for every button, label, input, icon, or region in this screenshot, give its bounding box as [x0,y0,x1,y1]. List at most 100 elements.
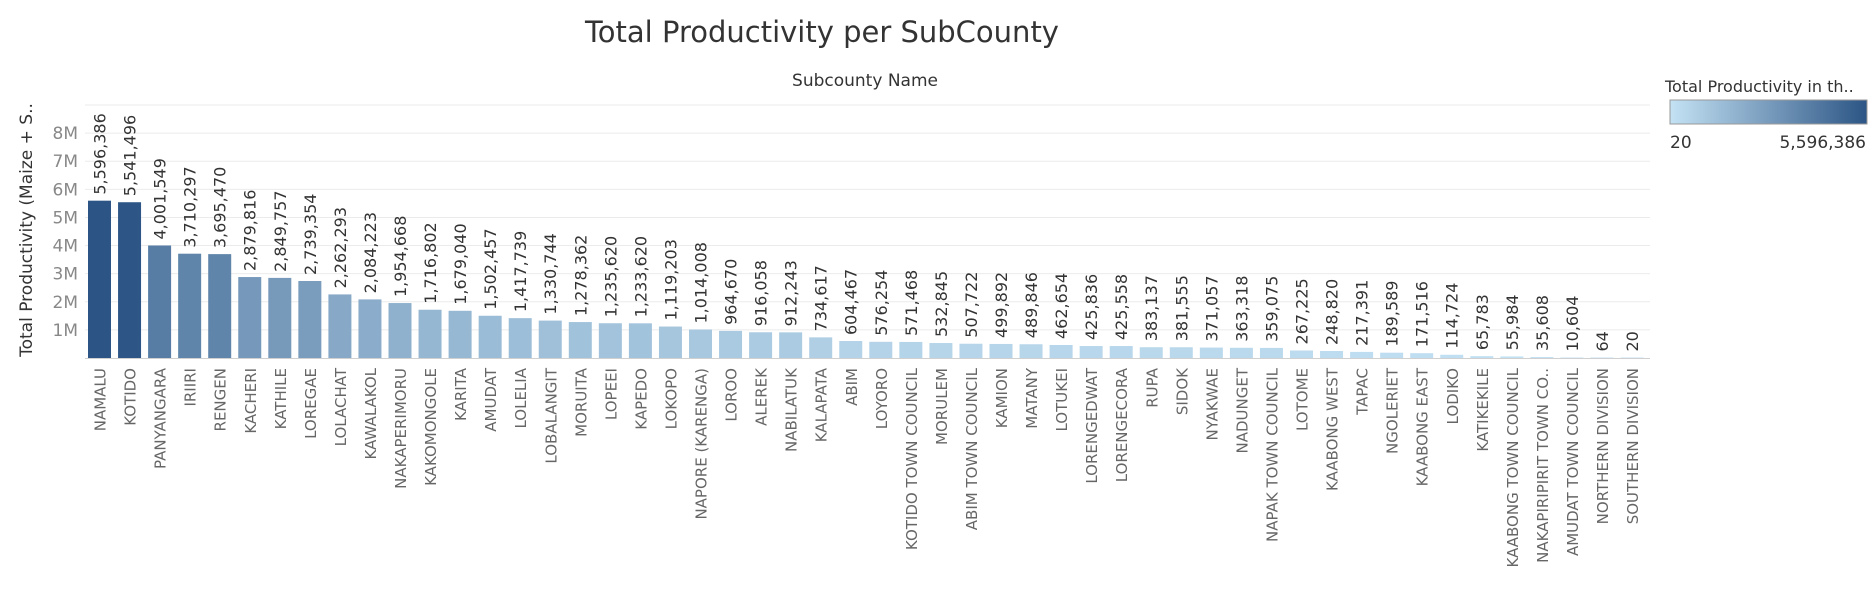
bar [538,320,562,358]
x-tick-label: LOPEEI [602,368,620,420]
x-tick-label: LOLACHAT [332,367,350,446]
bar [1229,347,1253,358]
bar-value-label: 3,710,297 [181,166,200,247]
bar-value-label: 189,589 [1383,280,1402,346]
x-tick-label: LORENGECORA [1113,367,1131,482]
y-axis-title: Total Productivity (Maize + S.. [17,103,37,358]
bar [1049,344,1073,358]
x-tick-label: LOTUKEI [1053,368,1071,432]
bar-value-label: 489,846 [1022,272,1041,338]
bar-value-label: 912,243 [782,260,801,326]
bar [418,309,442,358]
x-tick-label: MATANY [1023,367,1041,429]
bar-value-label: 217,391 [1353,280,1372,346]
y-tick-label: 8M [53,124,78,144]
bar [358,299,382,358]
y-axis: 1M 2M 3M 4M 5M 6M 7M 8M [53,124,78,341]
bar-value-label: 65,783 [1473,294,1492,350]
x-tick-label: MORUITA [572,367,590,437]
bar-value-label: 916,058 [752,260,771,326]
x-tick-label: NABILATUK [783,367,801,452]
bar [1290,350,1313,358]
bar-value-label: 64 [1593,331,1612,351]
bar [1109,346,1133,358]
bar-value-label: 35,608 [1533,295,1552,351]
bar [1320,351,1344,358]
x-tick-label: IRIIRI [182,368,200,407]
x-tick-label: ABIM [843,368,861,406]
bar-value-label: 2,084,223 [361,212,380,293]
bar-value-label: 2,262,293 [331,207,350,288]
x-tick-label: KATHILE [272,368,290,429]
x-tick-label: NAPAK TOWN COUNCIL [1263,367,1281,542]
bar-value-label: 3,695,470 [211,167,230,248]
x-tick-label: LOROO [723,368,741,422]
bar-value-label: 1,330,744 [541,233,560,314]
x-tick-label: AMUDAT TOWN COUNCIL [1564,367,1582,556]
y-tick-label: 3M [53,265,78,285]
x-tick-label: KATIKEKILE [1474,368,1492,452]
bar [929,343,953,358]
bar-value-label: 4,001,549 [151,158,170,239]
bar [118,202,142,358]
x-tick-label: LOLELIA [512,367,530,428]
x-tick-label: RENGEN [212,368,230,431]
bar-value-label: 10,604 [1563,296,1582,352]
bar-value-label: 381,555 [1172,275,1191,341]
bar [689,329,712,358]
y-tick-label: 5M [53,208,78,228]
x-tick-label: KACHERI [242,368,260,434]
x-tick-label: KAWALAKOL [362,367,380,459]
bar [839,341,863,358]
bar-value-label: 2,879,816 [241,190,260,271]
bar [809,337,833,358]
bar [508,318,532,358]
bar-value-label: 1,014,008 [692,242,711,323]
bar-value-label: 1,716,802 [421,222,440,303]
bar [298,280,322,358]
chart-subtitle: Subcounty Name [792,71,938,91]
x-tick-label: ABIM TOWN COUNCIL [963,367,981,530]
x-tick-label: RUPA [1143,367,1161,407]
bar-value-label: 1,235,620 [601,236,620,317]
x-tick-label: PANYANGARA [152,367,170,469]
bar [719,330,743,358]
legend-min-label: 20 [1670,133,1692,153]
bar-value-label: 363,318 [1232,276,1251,342]
x-tick-label: NAKAPERIMORU [392,368,410,489]
bar [1380,352,1404,358]
bar-value-label: 1,278,362 [571,235,590,316]
bar-value-label: 532,845 [932,271,951,337]
bar-value-label: 734,617 [812,265,831,331]
x-tick-label: NAKAPIRIPIRIT TOWN CO.. [1534,368,1552,563]
x-tick-label: LOREGAE [302,368,320,439]
bar [1410,353,1434,358]
bar [1019,344,1043,358]
bar [88,200,111,358]
bar [1620,357,1644,358]
bar-value-label: 425,836 [1082,274,1101,340]
x-tick-label: LODIKO [1444,368,1462,424]
x-tick-label: LOKOPO [662,368,680,429]
bar-value-label: 1,679,040 [451,223,470,304]
x-tick-label: SOUTHERN DIVISION [1624,368,1642,524]
bar-value-label: 499,892 [992,272,1011,338]
bar-value-label: 1,502,457 [481,228,500,309]
x-tick-label: LORENGEDWAT [1083,367,1101,484]
x-tick-label: LOYORO [873,368,891,429]
y-tick-label: 6M [53,180,78,200]
x-tick-label: SIDOK [1173,367,1191,415]
bar [989,343,1013,358]
bar [1440,354,1464,358]
bar [1470,356,1494,358]
x-tick-label: KAABONG WEST [1324,367,1342,491]
bar-value-label: 1,119,203 [661,239,680,320]
bar-value-label: 248,820 [1323,279,1342,345]
bar-value-labels: 5,596,386 5,541,496 4,001,549 3,710,297 3,69… [91,113,1643,351]
bar [1560,357,1584,358]
x-axis: NAMALU KOTIDO PANYANGARA IRIIRI RENGEN KACHER… [92,367,1643,568]
bar [388,303,412,358]
bar [1139,347,1163,358]
bar [238,277,262,358]
